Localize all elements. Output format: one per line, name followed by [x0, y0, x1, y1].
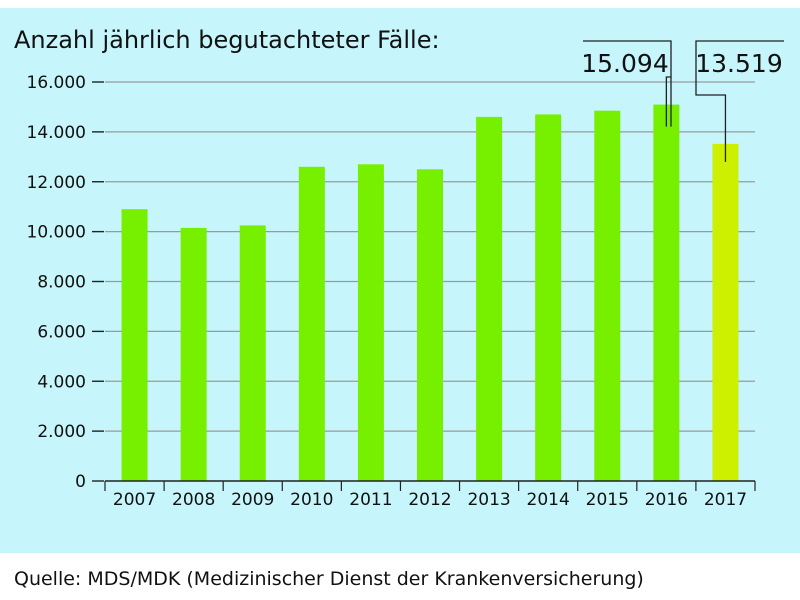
bar-2007: [121, 209, 148, 481]
x-tick-label: 2011: [349, 490, 392, 510]
annotation-2016: 15.094: [581, 40, 672, 127]
y-tick-label: 2.000: [37, 422, 86, 442]
y-tick-label: 8.000: [37, 273, 86, 293]
x-tick-label: 2009: [231, 490, 274, 510]
y-tick-label: 12.000: [27, 173, 86, 193]
x-tick-label: 2012: [408, 490, 451, 510]
x-tick-label: 2016: [645, 490, 688, 510]
x-tick-label: 2013: [467, 490, 510, 510]
annotation-label: 15.094: [581, 49, 668, 78]
annotation-2017: 13.519: [695, 40, 784, 162]
y-tick-label: 14.000: [27, 123, 86, 143]
bar-2015: [594, 110, 621, 481]
bar-2017: [712, 143, 739, 481]
callout-line: [695, 40, 784, 162]
y-tick-label: 16.000: [27, 73, 86, 93]
y-tick-label: 4.000: [37, 372, 86, 392]
bar-2016: [653, 104, 680, 481]
x-axis: 2007 2008 2009 2010 2011 2012 2013 2014 2015 2016…: [104, 480, 756, 510]
x-tick-label: 2015: [586, 490, 629, 510]
y-axis-ticks: 0 2.000 4.000 6.000 8.000 10.000 12.000 14.000 1…: [27, 73, 104, 492]
bar-2008: [180, 227, 207, 481]
bar-2012: [417, 169, 443, 481]
y-tick-label: 10.000: [27, 223, 86, 243]
x-tick-label: 2010: [290, 490, 333, 510]
bar-2009: [239, 225, 266, 481]
bar-2010: [298, 166, 325, 481]
chart-title: Anzahl jährlich begutachteter Fälle:: [14, 26, 440, 54]
source-note: Quelle: MDS/MDK (Medizinischer Dienst de…: [14, 568, 644, 590]
bar-2014: [535, 114, 562, 481]
y-tick-label: 6.000: [37, 322, 86, 342]
annotation-label: 13.519: [695, 49, 782, 78]
x-tick-label: 2007: [113, 490, 156, 510]
bars: [121, 104, 739, 481]
bar-2011: [357, 164, 384, 481]
bar-2013: [476, 116, 503, 481]
y-tick-label: 0: [75, 472, 86, 492]
x-tick-label: 2014: [527, 490, 570, 510]
annotations: 15.094 13.519: [581, 40, 784, 162]
x-tick-label: 2017: [704, 490, 747, 510]
x-tick-label: 2008: [172, 490, 215, 510]
